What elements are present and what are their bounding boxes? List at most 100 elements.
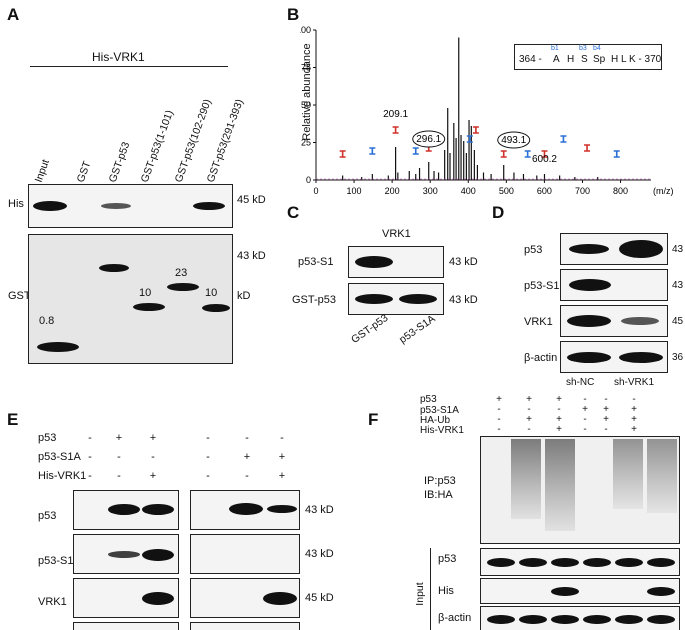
- panel-letter-d: D: [492, 203, 505, 222]
- blot-d-p53: [560, 233, 668, 265]
- size-label-e2: 43 kD: [305, 548, 334, 560]
- size-label-gst-kd: kD: [237, 290, 251, 302]
- peptide-residue: A: [553, 54, 560, 65]
- condition-sign: -: [117, 470, 121, 482]
- row-label-f3: β-actin: [438, 612, 472, 624]
- condition-sign: -: [206, 432, 210, 444]
- band: [99, 264, 129, 272]
- band: [263, 592, 297, 605]
- condition-sign: +: [631, 414, 637, 425]
- x-tick-label: 600: [537, 186, 552, 196]
- y-tick-label: 0: [306, 175, 311, 185]
- condition-sign: +: [526, 414, 532, 425]
- cond-label-f1: p53: [420, 394, 437, 405]
- size-label-e1: 43 kD: [305, 504, 334, 516]
- peptide-end: H L K - 370: [611, 54, 662, 65]
- condition-sign: -: [557, 404, 561, 415]
- row-label-p53-s1-c: p53-S1: [298, 256, 334, 268]
- peptide-residue: H: [567, 54, 575, 65]
- peptide-sequence-box: 364 - A H S Sp H L K - 370 b1 b3 b4: [514, 44, 662, 70]
- condition-sign: -: [88, 470, 92, 482]
- size-label-d4: 36 kD: [672, 352, 685, 363]
- band: [167, 283, 199, 291]
- band: [551, 615, 579, 624]
- condition-sign: -: [245, 432, 249, 444]
- ip-label: IP:p53: [424, 475, 456, 487]
- row-label-d3: VRK1: [524, 316, 553, 328]
- band: [108, 504, 140, 515]
- fragment-ion-marker: [472, 126, 479, 134]
- condition-sign: +: [582, 404, 588, 415]
- size-label-c1: 43 kD: [449, 256, 478, 268]
- fragment-ion-marker: [339, 150, 346, 158]
- band: [647, 615, 675, 624]
- row-label-f2: His: [438, 585, 454, 597]
- condition-sign: -: [583, 414, 587, 425]
- lane-label-d1: sh-NC: [566, 377, 595, 388]
- row-label-d2: p53-S1: [524, 280, 560, 292]
- panel-letter-b: B: [287, 5, 300, 24]
- row-label-e3: VRK1: [38, 596, 67, 608]
- condition-sign: +: [149, 470, 157, 482]
- ubiquitin-smear: [613, 439, 643, 509]
- row-label-gst-p53-c: GST-p53: [292, 294, 337, 306]
- band: [615, 615, 643, 624]
- input-label: Input: [414, 582, 426, 606]
- fragment-ion-marker: [541, 150, 548, 158]
- band-label: 23: [175, 267, 188, 279]
- peak-highlight-ellipse: [497, 131, 531, 149]
- ubiquitin-smear: [647, 439, 677, 513]
- condition-sign: +: [556, 424, 562, 435]
- band: [267, 505, 297, 513]
- peak-annotation: 493.1: [501, 135, 526, 146]
- band: [399, 294, 437, 304]
- blot-e-right-p53: [190, 490, 300, 530]
- peptide-residue: S: [581, 54, 588, 65]
- band-label: 10: [139, 287, 152, 299]
- panel-a-header: His-VRK1: [92, 50, 145, 64]
- condition-sign: +: [278, 470, 286, 482]
- x-tick-label: 0: [313, 186, 318, 196]
- condition-sign: +: [556, 394, 562, 405]
- band: [647, 558, 675, 567]
- condition-sign: -: [245, 470, 249, 482]
- fragment-ion-marker: [466, 135, 473, 143]
- blot-c-gst-p53: [348, 283, 444, 315]
- blot-e-right-actin: [190, 622, 300, 630]
- condition-sign: +: [149, 432, 157, 444]
- lane-label-a4: GST-p53(1-101): [138, 108, 176, 184]
- y-tick-label: 75: [301, 63, 311, 73]
- row-label-f1: p53: [438, 553, 457, 565]
- panel-letter-a: A: [7, 5, 20, 24]
- x-tick-label: 200: [385, 186, 400, 196]
- condition-sign: -: [206, 451, 210, 463]
- y-tick-label: 50: [301, 100, 311, 110]
- lane-label-c1: GST-p53: [349, 312, 391, 346]
- blot-d-actin: [560, 341, 668, 373]
- condition-sign: -: [497, 424, 501, 435]
- condition-sign: +: [556, 414, 562, 425]
- condition-sign: +: [243, 451, 251, 463]
- size-label-d2: 43 kD: [672, 280, 685, 291]
- condition-sign: -: [632, 394, 636, 405]
- condition-sign: -: [583, 424, 587, 435]
- cond-label-f4: His-VRK1: [420, 425, 464, 436]
- condition-sign: +: [603, 414, 609, 425]
- size-label-d3: 45 kD: [672, 316, 685, 327]
- blot-f-actin: [480, 606, 680, 630]
- band: [569, 279, 611, 291]
- blot-e-left-p53: [73, 490, 179, 530]
- peak-annotation: 296.1: [416, 134, 441, 145]
- fragment-ion-marker: [392, 126, 399, 134]
- blot-his: [28, 184, 233, 228]
- band: [108, 551, 140, 558]
- blot-e-left-vrk1: [73, 578, 179, 618]
- row-label-e1: p53: [38, 510, 57, 522]
- cond-label-e3: His-VRK1: [38, 470, 87, 482]
- condition-sign: -: [583, 394, 587, 405]
- band: [569, 244, 609, 254]
- band: [101, 203, 131, 209]
- condition-sign: +: [278, 451, 286, 463]
- condition-sign: -: [88, 451, 92, 463]
- row-label-d4: β-actin: [524, 352, 558, 364]
